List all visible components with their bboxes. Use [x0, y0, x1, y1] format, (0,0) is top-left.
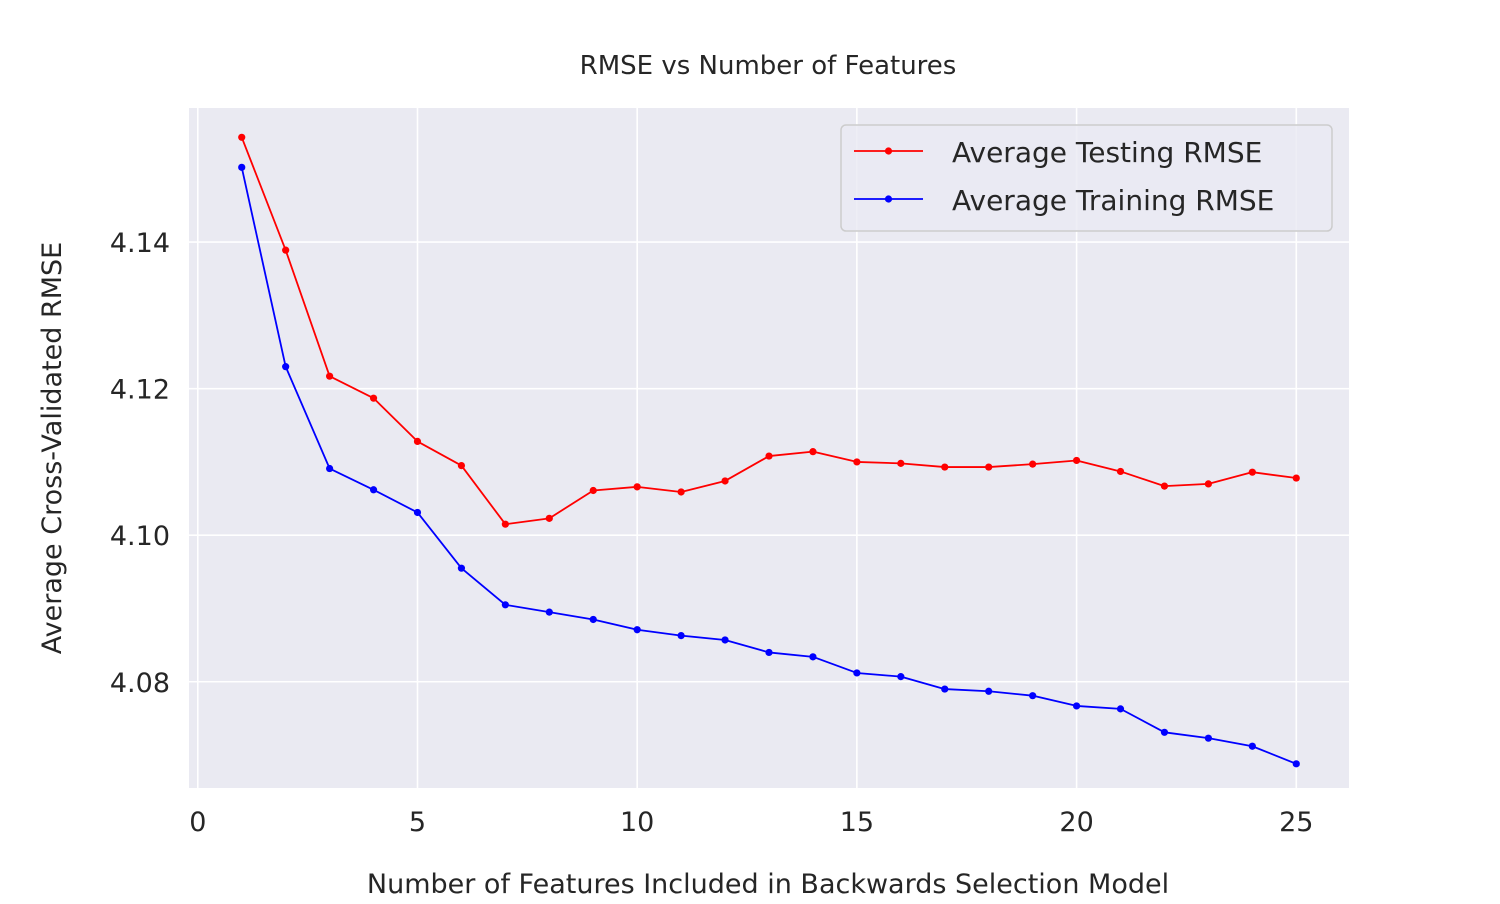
data-point [457, 564, 466, 572]
series-layer [238, 133, 1300, 768]
data-point [589, 615, 597, 624]
data-point [1160, 728, 1169, 736]
data-point [1292, 760, 1300, 768]
y-tick-label: 4.14 [110, 228, 170, 259]
data-point [1116, 705, 1125, 713]
data-point [1292, 474, 1300, 482]
data-point [677, 631, 685, 640]
data-point [941, 463, 949, 471]
data-point [853, 669, 861, 677]
legend-label-testing: Average Testing RMSE [952, 136, 1262, 169]
data-point [1072, 456, 1081, 465]
data-point [1029, 460, 1037, 468]
data-point [589, 486, 597, 495]
data-point [326, 372, 334, 380]
data-point [501, 520, 509, 528]
data-point [1204, 734, 1212, 742]
data-point [282, 363, 290, 371]
y-axis-title: Average Cross-Validated RMSE [37, 242, 68, 654]
data-point [1248, 742, 1256, 750]
data-point [765, 452, 773, 460]
legend-entry-training: Average Training RMSE [854, 184, 1274, 217]
y-tick-label: 4.08 [110, 668, 170, 699]
data-point [238, 163, 246, 171]
x-tick-label: 20 [1059, 807, 1093, 838]
x-tick-label: 25 [1279, 807, 1313, 838]
data-point [809, 653, 817, 661]
legend-marker-testing [884, 147, 893, 155]
data-point [721, 636, 729, 644]
data-point [282, 246, 290, 254]
data-point [545, 608, 553, 616]
chart-title: RMSE vs Number of Features [580, 51, 957, 81]
data-point [1160, 482, 1169, 490]
x-tick-label: 5 [409, 807, 426, 838]
series-average-testing-rmse [238, 133, 1300, 528]
data-point [897, 459, 905, 467]
legend-marker-training [884, 195, 893, 203]
tick-labels: 0 5 10 15 20 25 4.08 4.10 4.12 4.14 [110, 228, 1314, 838]
legend-box [840, 124, 1333, 232]
data-point [413, 508, 422, 517]
data-point [501, 601, 509, 609]
data-point [853, 458, 861, 466]
data-point [326, 464, 334, 473]
data-point [238, 133, 246, 141]
data-point [677, 488, 685, 496]
data-point [457, 461, 466, 470]
data-point [369, 394, 378, 402]
data-point [985, 463, 993, 471]
data-point [633, 626, 641, 634]
x-tick-label: 10 [620, 807, 654, 838]
data-point [369, 486, 378, 494]
data-point [721, 477, 729, 485]
data-point [985, 687, 993, 695]
series-average-training-rmse [238, 163, 1300, 768]
data-point [897, 673, 905, 681]
grid-lines [189, 108, 1349, 788]
data-point [1248, 468, 1256, 476]
data-point [1029, 692, 1037, 700]
data-point [809, 448, 817, 456]
data-point [1116, 467, 1125, 476]
x-axis-title: Number of Features Included in Backwards… [367, 869, 1169, 900]
data-point [941, 685, 949, 693]
x-tick-label: 15 [840, 807, 874, 838]
legend-label-training: Average Training RMSE [952, 184, 1274, 217]
y-tick-label: 4.10 [110, 521, 170, 552]
legend-entry-testing: Average Testing RMSE [854, 136, 1262, 169]
y-tick-label: 4.12 [110, 375, 170, 406]
legend: Average Testing RMSE Average Training RM… [840, 124, 1333, 232]
data-point [633, 483, 641, 491]
data-point [413, 437, 422, 446]
data-point [1072, 702, 1081, 710]
data-point [1204, 480, 1212, 488]
x-tick-label: 0 [189, 807, 206, 838]
data-point [765, 648, 773, 657]
data-point [545, 514, 553, 522]
